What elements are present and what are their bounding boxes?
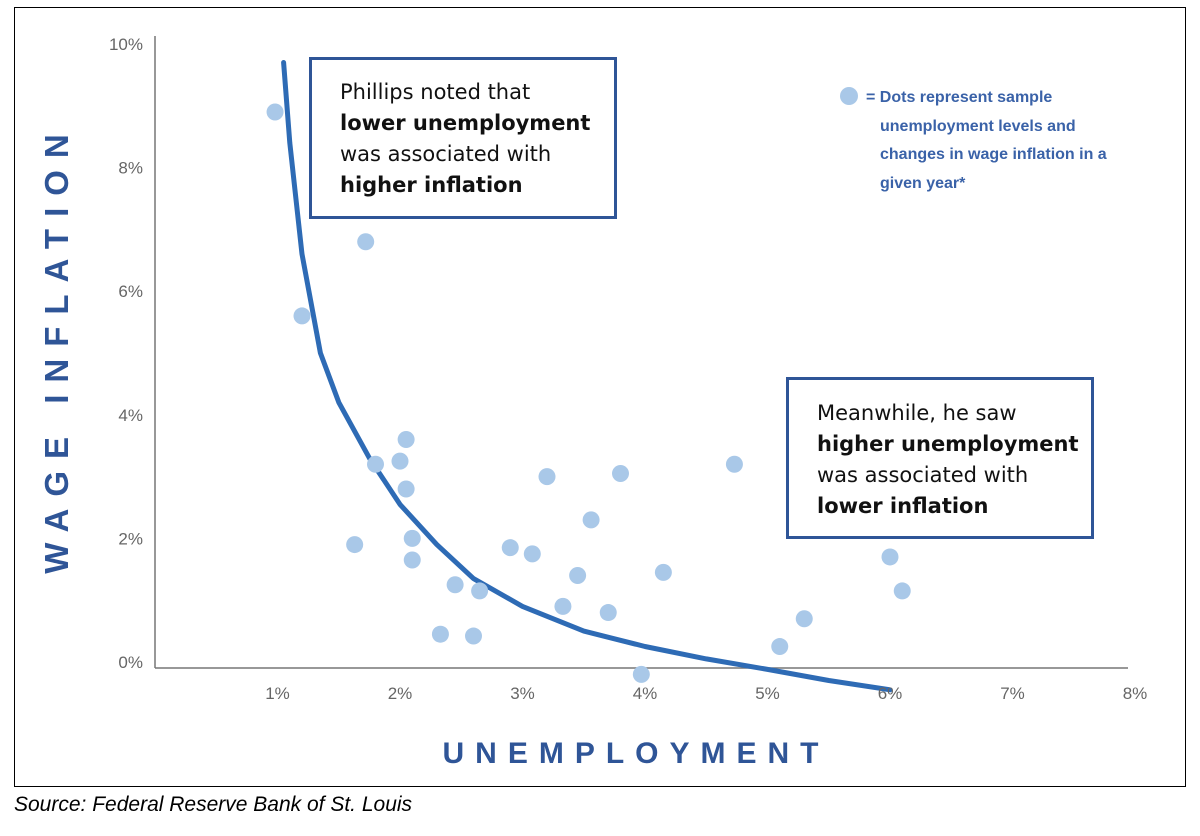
data-point <box>403 551 421 569</box>
data-point <box>391 452 409 470</box>
x-tick-label: 6% <box>878 684 903 703</box>
data-point <box>554 597 572 615</box>
data-point <box>501 539 519 557</box>
x-tick-label: 4% <box>633 684 658 703</box>
data-point <box>397 480 415 498</box>
annotation-line: Meanwhile, he saw <box>817 401 1017 425</box>
data-point <box>795 610 813 628</box>
annotation-bold: higher inflation <box>340 173 523 197</box>
legend-text: = Dots represent sample unemployment lev… <box>866 89 1107 192</box>
y-tick-label: 8% <box>118 159 143 178</box>
x-tick-label: 3% <box>510 684 535 703</box>
data-point <box>357 233 375 251</box>
data-point <box>569 566 587 584</box>
data-point <box>367 455 384 473</box>
data-point <box>725 455 743 473</box>
x-tick-label: 1% <box>265 684 290 703</box>
x-axis-title: UNEMPLOYMENT <box>443 737 830 770</box>
x-tick-label: 8% <box>1123 684 1148 703</box>
y-tick-label: 4% <box>118 406 143 425</box>
annotation-bold: lower inflation <box>817 494 989 518</box>
annotation-box-high-unemployment: Meanwhile, he saw higher unemployment wa… <box>786 377 1094 539</box>
phillips-curve-line <box>281 60 893 693</box>
data-point <box>523 545 541 563</box>
figure-frame <box>14 7 1186 787</box>
data-point <box>397 431 415 449</box>
y-axis-title: WAGE INFLATION <box>38 122 75 574</box>
data-point <box>538 468 556 486</box>
y-tick-label: 2% <box>118 529 143 548</box>
annotation-line: was associated with <box>817 463 1029 487</box>
data-point <box>346 536 364 554</box>
data-point <box>632 665 650 683</box>
data-point <box>446 576 464 594</box>
y-tick-label: 10% <box>109 35 143 54</box>
x-tick-label: 2% <box>388 684 413 703</box>
x-tick-label: 7% <box>1000 684 1025 703</box>
y-tick-label: 6% <box>118 282 143 301</box>
data-point <box>599 604 617 622</box>
source-caption: Source: Federal Reserve Bank of St. Loui… <box>14 793 413 816</box>
data-point <box>266 103 284 121</box>
y-tick-label: 0% <box>118 653 143 672</box>
data-point <box>893 582 911 600</box>
data-point <box>771 638 789 656</box>
annotation-bold: higher unemployment <box>817 432 1079 456</box>
data-point <box>582 511 600 529</box>
annotation-line: Phillips noted that <box>340 80 531 104</box>
annotation-box-low-unemployment: Phillips noted that lower unemployment w… <box>309 57 617 219</box>
data-point <box>465 627 482 645</box>
data-point <box>403 529 421 547</box>
x-tick-label: 5% <box>755 684 780 703</box>
data-point <box>293 307 311 325</box>
annotation-bold: lower unemployment <box>340 111 591 135</box>
annotation-line: was associated with <box>340 142 552 166</box>
legend: = Dots represent sample unemployment lev… <box>840 84 1140 198</box>
data-point <box>654 563 672 581</box>
data-point <box>471 582 489 600</box>
data-point <box>612 465 629 483</box>
legend-dot-icon <box>840 87 858 105</box>
data-point <box>431 625 449 643</box>
data-point <box>881 548 899 566</box>
